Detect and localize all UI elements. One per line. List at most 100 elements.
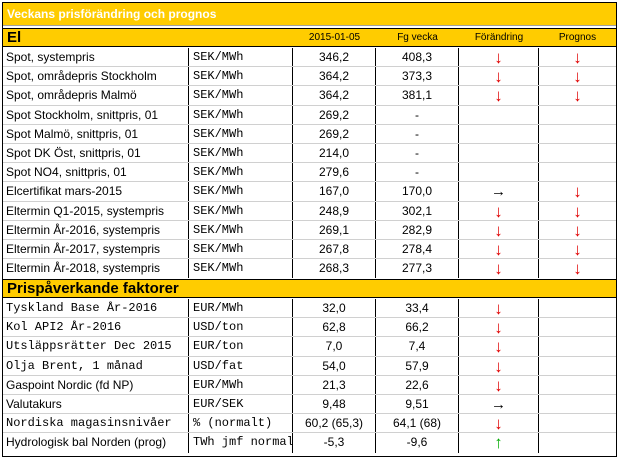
row-name: Olja Brent, 1 månad bbox=[3, 356, 189, 375]
table-row: Utsläppsrätter Dec 2015 EUR/ton 7,0 7,4 ↓ bbox=[3, 337, 616, 357]
table-row: Eltermin År-2018, systempris SEK/MWh 268,3… bbox=[3, 259, 616, 279]
column-header-prev: Fg vecka bbox=[397, 32, 438, 43]
row-unit: TWh jmf normalt bbox=[189, 433, 293, 453]
row-name: Spot Stockholm, snittpris, 01 bbox=[3, 105, 189, 124]
section-label-factors: Prispåverkande faktorer bbox=[7, 280, 179, 297]
row-unit: SEK/MWh bbox=[189, 86, 293, 105]
row-value-previous: - bbox=[376, 124, 459, 143]
row-name: Utsläppsrätter Dec 2015 bbox=[3, 337, 189, 356]
row-unit: EUR/ton bbox=[189, 337, 293, 356]
row-value-current: -5,3 bbox=[293, 433, 376, 453]
row-change-icon: → bbox=[459, 182, 539, 201]
row-change-icon: ↑ bbox=[459, 433, 539, 453]
row-name: Spot NO4, snittpris, 01 bbox=[3, 163, 189, 182]
row-forecast-icon: ↓ bbox=[573, 48, 582, 67]
row-unit: SEK/MWh bbox=[189, 240, 293, 259]
row-change-icon: ↓ bbox=[459, 375, 539, 394]
table-row: Gaspoint Nordic (fd NP) EUR/MWh 21,3 22,6 ↓ bbox=[3, 375, 616, 395]
row-change-icon bbox=[459, 144, 539, 163]
table-row: Nordiska magasinsnivåer% (normalt) 60,2 (… bbox=[3, 414, 616, 434]
row-forecast-icon: ↓ bbox=[573, 220, 582, 239]
row-value-previous: 277,3 bbox=[376, 259, 459, 279]
section-label-el: El bbox=[7, 29, 22, 46]
row-unit: SEK/MWh bbox=[189, 124, 293, 143]
row-value-current: 60,2 (65,3) bbox=[293, 414, 376, 433]
row-unit: SEK/MWh bbox=[189, 163, 293, 182]
row-forecast-icon bbox=[539, 337, 616, 355]
row-forecast-icon bbox=[539, 433, 616, 452]
row-value-previous: 7,4 bbox=[376, 337, 459, 356]
row-value-previous: - bbox=[376, 144, 459, 163]
section-header-factors: Prispåverkande faktorer bbox=[3, 279, 616, 298]
table-row: Hydrologisk bal Norden (prog) TWh jmf nor… bbox=[3, 433, 616, 453]
row-change-icon bbox=[459, 163, 539, 182]
row-change-icon: ↓ bbox=[459, 48, 539, 67]
row-value-current: 62,8 bbox=[293, 318, 376, 337]
table-row: Eltermin År-2016, systempris SEK/MWh 269,1… bbox=[3, 220, 616, 240]
column-header-date: 2015-01-05 bbox=[308, 32, 361, 43]
row-value-previous: 33,4 bbox=[376, 299, 459, 318]
row-value-current: 9,48 bbox=[293, 395, 376, 414]
row-name: Elcertifikat mars-2015 bbox=[3, 182, 189, 201]
table-row: Spot Stockholm, snittpris, 01 SEK/MWh 269,… bbox=[3, 105, 616, 125]
row-value-previous: 64,1 (68) bbox=[376, 414, 459, 433]
table-row: Spot, områdepris Malmö SEK/MWh 364,2 381,1 ↓… bbox=[3, 86, 616, 106]
table-row: Spot DK Öst, snittpris, 01 SEK/MWh 214,0- bbox=[3, 144, 616, 164]
row-value-current: 21,3 bbox=[293, 375, 376, 394]
row-change-icon bbox=[459, 124, 539, 143]
row-name: Nordiska magasinsnivåer bbox=[3, 414, 189, 433]
row-name: Spot Malmö, snittpris, 01 bbox=[3, 124, 189, 143]
row-name: Spot DK Öst, snittpris, 01 bbox=[3, 144, 189, 163]
row-forecast-icon bbox=[539, 163, 616, 181]
table-row: Olja Brent, 1 månad USD/fat 54,0 57,9 ↓ bbox=[3, 356, 616, 376]
row-value-previous: 278,4 bbox=[376, 240, 459, 259]
row-forecast-icon bbox=[539, 376, 616, 394]
row-value-previous: 408,3 bbox=[376, 48, 459, 67]
row-forecast-icon bbox=[539, 414, 616, 432]
row-unit: SEK/MWh bbox=[189, 67, 293, 86]
row-forecast-icon: ↓ bbox=[573, 240, 582, 259]
row-forecast-icon bbox=[539, 144, 616, 162]
row-forecast-icon: ↓ bbox=[573, 67, 582, 86]
row-change-icon: ↓ bbox=[459, 259, 539, 279]
row-change-icon: ↓ bbox=[459, 67, 539, 86]
row-name: Spot, systempris bbox=[3, 48, 189, 67]
row-value-current: 269,1 bbox=[293, 220, 376, 239]
row-forecast-icon bbox=[539, 395, 616, 413]
row-unit: SEK/MWh bbox=[189, 259, 293, 279]
row-value-previous: 22,6 bbox=[376, 375, 459, 394]
row-forecast-icon bbox=[539, 357, 616, 375]
row-unit: SEK/MWh bbox=[189, 201, 293, 220]
row-name: Hydrologisk bal Norden (prog) bbox=[3, 433, 189, 453]
row-value-current: 214,0 bbox=[293, 144, 376, 163]
row-change-icon: ↓ bbox=[459, 299, 539, 318]
row-unit: SEK/MWh bbox=[189, 144, 293, 163]
row-value-current: 268,3 bbox=[293, 259, 376, 279]
row-value-previous: - bbox=[376, 163, 459, 182]
row-value-previous: 66,2 bbox=[376, 318, 459, 337]
price-table: Veckans prisförändring och prognos El 20… bbox=[2, 2, 617, 457]
row-value-current: 364,2 bbox=[293, 86, 376, 105]
row-unit: SEK/MWh bbox=[189, 220, 293, 239]
row-name: Kol API2 År-2016 bbox=[3, 318, 189, 337]
row-unit: EUR/SEK bbox=[189, 395, 293, 414]
row-forecast-icon: ↓ bbox=[573, 86, 582, 105]
table-row: Elcertifikat mars-2015 SEK/MWh 167,0 170,0 →… bbox=[3, 182, 616, 202]
row-change-icon: ↓ bbox=[459, 337, 539, 356]
row-name: Valutakurs bbox=[3, 395, 189, 414]
row-value-current: 364,2 bbox=[293, 67, 376, 86]
table-row: Spot Malmö, snittpris, 01 SEK/MWh 269,2- bbox=[3, 124, 616, 144]
row-value-current: 248,9 bbox=[293, 201, 376, 220]
row-value-previous: - bbox=[376, 105, 459, 124]
row-forecast-icon: ↓ bbox=[573, 201, 582, 220]
row-unit: EUR/MWh bbox=[189, 375, 293, 394]
row-value-previous: 9,51 bbox=[376, 395, 459, 414]
row-forecast-icon bbox=[539, 318, 616, 336]
row-value-current: 267,8 bbox=[293, 240, 376, 259]
row-forecast-icon bbox=[539, 125, 616, 143]
table-row: Kol API2 År-2016 USD/ton 62,8 66,2 ↓ bbox=[3, 318, 616, 338]
report-title: Veckans prisförändring och prognos bbox=[3, 3, 616, 26]
row-value-current: 269,2 bbox=[293, 105, 376, 124]
row-value-previous: 381,1 bbox=[376, 86, 459, 105]
row-unit: SEK/MWh bbox=[189, 105, 293, 124]
